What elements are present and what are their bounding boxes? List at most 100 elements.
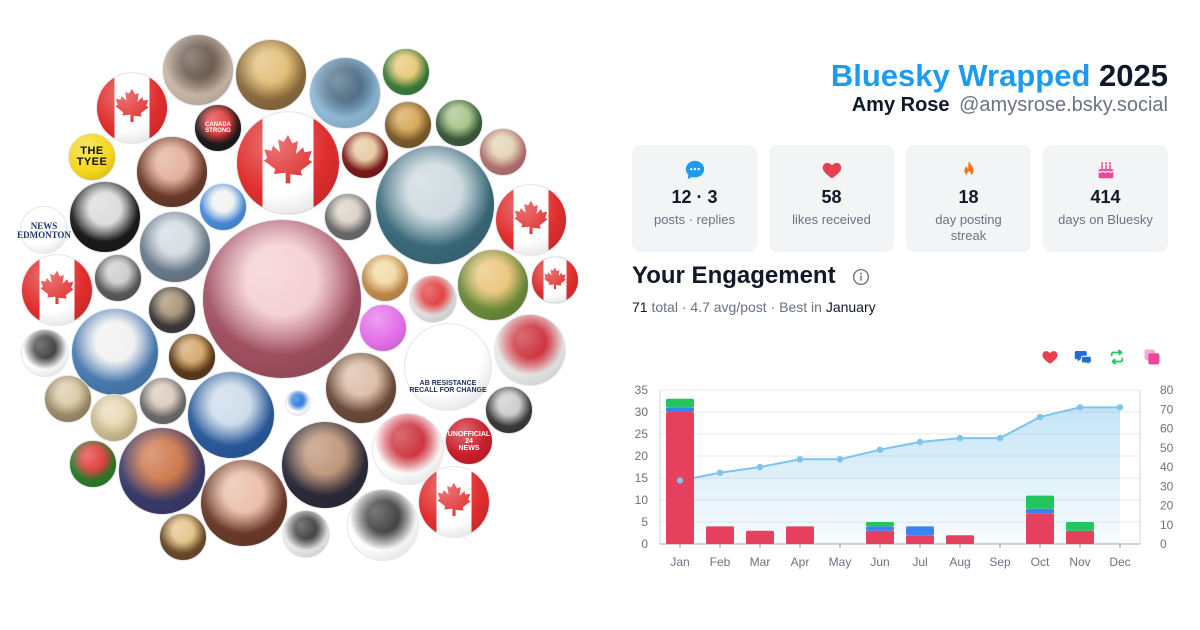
x-tick-label: Jul (912, 555, 927, 569)
y-tick-left: 30 (635, 405, 649, 419)
avatar-logo[interactable] (404, 323, 492, 411)
avatar-photo[interactable] (69, 440, 117, 488)
avatar-photo[interactable] (361, 254, 409, 302)
y-tick-right: 20 (1160, 499, 1174, 513)
x-tick-label: Nov (1069, 555, 1090, 569)
stat-label: likes received (792, 212, 871, 227)
maple-leaf-icon (496, 185, 566, 255)
avatar-photo[interactable] (44, 375, 92, 423)
line-point (756, 463, 764, 471)
avatar-logo[interactable] (285, 390, 311, 416)
ab-resistance-text: AB RESISTANCE RECALL FOR CHANGE (409, 380, 487, 394)
y-tick-left: 35 (635, 383, 649, 397)
avatar-logo[interactable] (194, 104, 242, 152)
bar-segment (706, 526, 734, 544)
flag-avatar[interactable] (531, 256, 579, 304)
avatar-photo[interactable] (200, 459, 288, 547)
x-tick-label: Sep (989, 555, 1011, 569)
x-tick-label: Jan (670, 555, 689, 569)
x-tick-label: Jun (870, 555, 889, 569)
avatar-photo[interactable] (325, 352, 397, 424)
avatar-photo[interactable] (485, 386, 533, 434)
x-tick-label: Mar (750, 555, 771, 569)
bar-segment (1026, 513, 1054, 544)
avatar-photo[interactable] (281, 421, 369, 509)
avatar-photo[interactable] (435, 99, 483, 147)
avatar-photo[interactable] (457, 249, 529, 321)
maple-leaf-icon (532, 257, 578, 303)
avatar-photo[interactable] (202, 219, 362, 379)
avatar-photo[interactable] (90, 394, 138, 442)
avatar-logo[interactable] (359, 304, 407, 352)
avatar-photo[interactable] (168, 333, 216, 381)
avatar-photo[interactable] (375, 145, 495, 265)
flag-avatar[interactable] (495, 184, 567, 256)
avatar-photo[interactable] (136, 136, 208, 208)
line-point (1036, 413, 1044, 421)
cake-icon (1097, 162, 1114, 179)
avatar-logo[interactable] (21, 329, 69, 377)
y-tick-right: 0 (1160, 537, 1167, 551)
flag-avatar[interactable] (96, 72, 168, 144)
avatar-photo[interactable] (139, 211, 211, 283)
avatar-logo[interactable] (199, 183, 247, 231)
avatar-photo[interactable] (324, 193, 372, 241)
avatar-photo[interactable] (69, 181, 141, 253)
flag-avatar[interactable] (21, 254, 93, 326)
x-tick-label: Dec (1109, 555, 1130, 569)
maple-leaf-icon (97, 73, 167, 143)
avatar-photo[interactable] (384, 101, 432, 149)
separator: · (677, 299, 691, 315)
avatar-photo[interactable] (71, 308, 159, 396)
cumulative-area (680, 407, 1120, 544)
avatar-photo[interactable] (148, 286, 196, 334)
stat-value: 414 (1090, 187, 1121, 207)
stat-value: 58 (821, 187, 842, 207)
line-point (956, 434, 964, 442)
x-tick-label: May (829, 555, 852, 569)
avatar-logo[interactable] (20, 206, 68, 254)
avatar-logo[interactable] (445, 417, 493, 465)
avatar-cluster: THE TYEE NEWS EDMONTON CANADA STRONG AB RESIST… (17, 34, 579, 561)
avatar-logo[interactable] (409, 275, 457, 323)
y-tick-left: 10 (635, 493, 649, 507)
best-month: January (825, 299, 876, 315)
x-tick-label: Oct (1031, 555, 1050, 569)
y-tick-left: 5 (641, 515, 648, 529)
stat-card-days: 414 days on Bluesky (1043, 145, 1168, 252)
bar-segment (1066, 530, 1094, 544)
avatar-photo[interactable] (382, 48, 430, 96)
avatar-photo[interactable] (139, 377, 187, 425)
line-point (716, 469, 724, 476)
stat-value: 12 · 3 (671, 187, 718, 207)
avatar-photo[interactable] (162, 34, 234, 106)
avatar-photo[interactable] (118, 427, 206, 515)
info-icon[interactable] (852, 268, 870, 286)
bar-segment (866, 522, 894, 527)
stat-label: posts · replies (654, 212, 735, 227)
stat-label: days on Bluesky (1058, 212, 1153, 227)
line-point (876, 446, 884, 453)
avatar-photo[interactable] (187, 371, 275, 459)
quote-icon[interactable] (1143, 348, 1161, 366)
line-point (996, 434, 1004, 442)
flag-avatar[interactable] (236, 111, 340, 215)
repost-icon[interactable] (1108, 348, 1126, 366)
avatar-logo[interactable] (494, 314, 566, 386)
avatar-photo[interactable] (347, 489, 419, 561)
avatar-photo[interactable] (235, 39, 307, 111)
avatar-logo[interactable] (68, 133, 116, 181)
bar-segment (1026, 495, 1054, 509)
avatar-photo[interactable] (159, 513, 207, 561)
heart-icon (822, 162, 841, 179)
avatar-photo[interactable] (282, 510, 330, 558)
avatar-logo[interactable] (341, 131, 389, 179)
heart-icon[interactable] (1041, 348, 1059, 366)
avatar-photo[interactable] (94, 254, 142, 302)
avatar-photo[interactable] (479, 128, 527, 176)
engagement-total-label: total (651, 299, 678, 315)
reply-icon[interactable] (1074, 348, 1092, 366)
flag-avatar[interactable] (418, 466, 490, 538)
canada-strong-text: CANADA STRONG (205, 122, 231, 134)
bar-segment (866, 530, 894, 544)
